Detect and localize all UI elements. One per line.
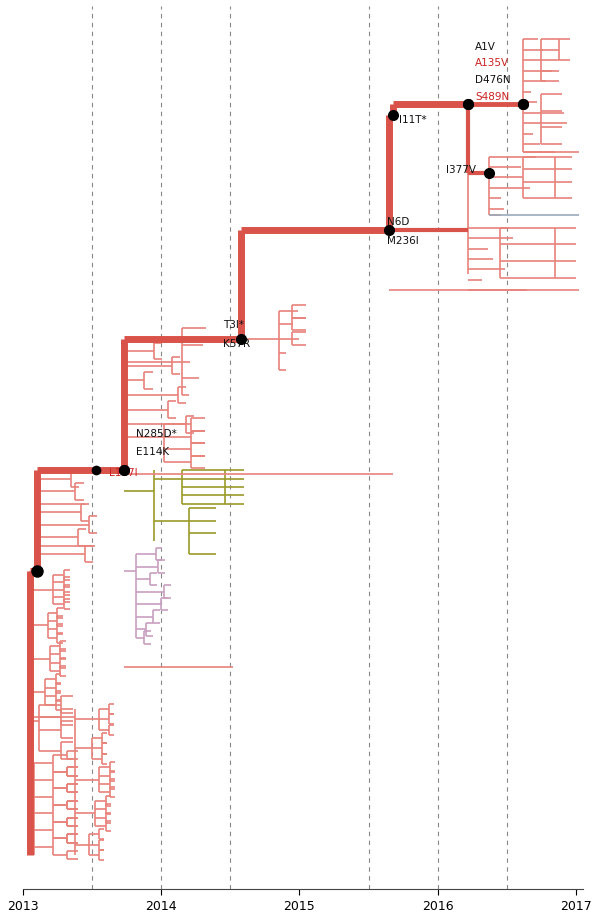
Text: S489N: S489N (475, 92, 509, 102)
Text: M236I: M236I (386, 236, 418, 246)
Text: D476N: D476N (475, 75, 511, 85)
Text: N6D: N6D (386, 217, 409, 227)
Text: N285D*: N285D* (136, 428, 177, 438)
Text: A135V: A135V (475, 59, 509, 68)
Text: L177I: L177I (109, 468, 137, 478)
Text: E114K: E114K (136, 447, 169, 457)
Text: I377V: I377V (446, 165, 476, 175)
Text: A1V: A1V (475, 41, 496, 51)
Text: I11T*: I11T* (399, 115, 427, 125)
Text: K57R: K57R (223, 338, 250, 348)
Text: T3I*: T3I* (223, 320, 244, 330)
